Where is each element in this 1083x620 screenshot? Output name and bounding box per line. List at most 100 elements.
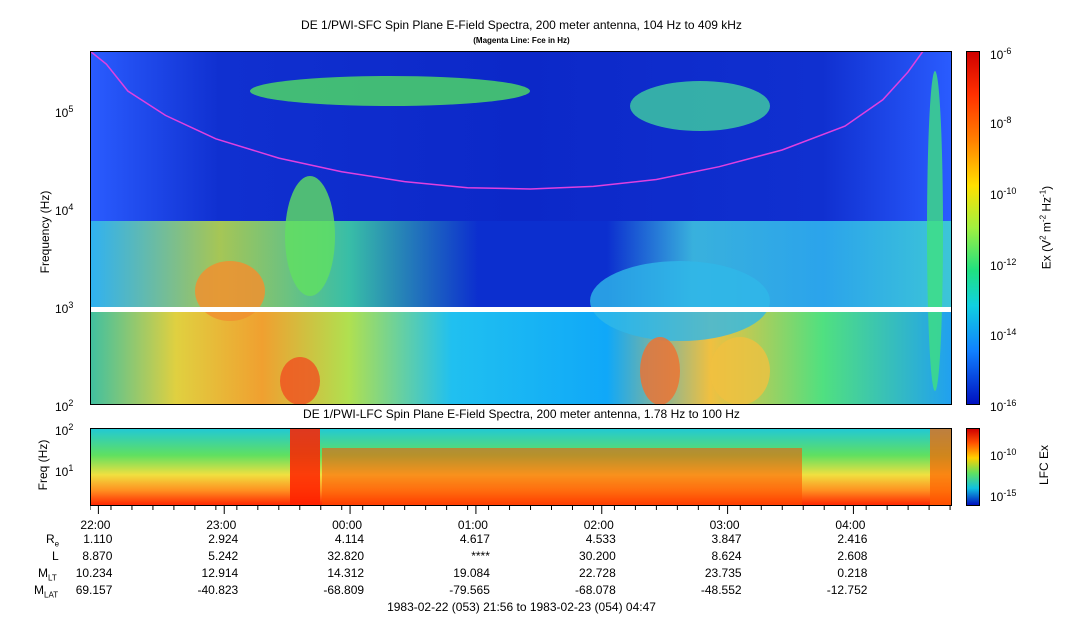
emission-patch [710, 337, 770, 405]
time-range-footer: 1983-02-22 (053) 21:56 to 1983-02-23 (05… [387, 600, 656, 614]
y-tick-exp: 2 [68, 422, 74, 432]
ephemeris-value: 8.870 [82, 549, 113, 563]
x-tick-label: 00:00 [332, 518, 363, 532]
y-tick-base: 10 [55, 204, 69, 218]
x-tick-label: 04:00 [835, 518, 866, 532]
ephemeris-value: -68.078 [575, 583, 616, 597]
ephemeris-value: -68.809 [323, 583, 365, 597]
top-y-axis-label: Frequency (Hz) [38, 190, 52, 274]
emission-patch [630, 81, 770, 131]
cb-label-sup: -1 [1038, 189, 1048, 197]
cb-label-sup: -2 [1038, 214, 1048, 223]
ephemeris-value: 19.084 [453, 566, 490, 580]
bottom-panel-title: DE 1/PWI-LFC Spin Plane E-Field Spectra,… [303, 407, 740, 421]
eph-name: M [38, 566, 48, 580]
x-tick-label: 03:00 [709, 518, 740, 532]
x-axis-ticks [90, 506, 951, 514]
y-tick-exp: 5 [68, 104, 74, 114]
eph-sub: LAT [44, 590, 59, 600]
y-tick-label: 103 [55, 300, 73, 316]
cb-label-part: m [1039, 222, 1054, 236]
y-tick-base: 10 [55, 400, 69, 414]
sfc-low-band [90, 307, 952, 405]
emission-patch [280, 357, 320, 405]
ephemeris-value: 4.617 [459, 532, 490, 546]
cb-label-sup: 2 [1038, 235, 1048, 240]
lfc-colorbar-label: LFC Ex [1037, 445, 1051, 486]
colorbar-tick-label: 10-6 [990, 46, 1011, 62]
ephemeris-value: 14.312 [327, 566, 365, 580]
ephemeris-value: **** [471, 549, 490, 563]
emission-patch [285, 176, 335, 296]
y-tick-label: 105 [55, 104, 73, 120]
cb-tick-base: 10 [990, 48, 1004, 62]
emission-patch [250, 76, 530, 106]
y-tick-exp: 1 [68, 463, 74, 473]
emission-patch [927, 71, 943, 391]
ephemeris-row-mlt: MLT 10.234 12.914 14.312 19.084 22.728 23.735… [0, 566, 1083, 582]
sfc-spectrogram [90, 51, 952, 405]
ephemeris-table: Re 1.110 2.924 4.114 4.617 4.533 3.847 2.416 L… [0, 532, 1083, 602]
ephemeris-value: 32.820 [327, 549, 365, 563]
cb-tick-base: 10 [990, 117, 1004, 131]
y-tick-base: 10 [55, 106, 69, 120]
eph-name: M [34, 583, 44, 597]
ephemeris-label: MLT [38, 566, 57, 582]
ephemeris-row-re: Re 1.110 2.924 4.114 4.617 4.533 3.847 2.416 [0, 532, 1083, 548]
cb-tick-exp: -10 [1003, 186, 1017, 196]
y-tick-base: 10 [55, 302, 69, 316]
ephemeris-value: 4.114 [334, 532, 365, 546]
x-axis-labels: 22:00 23:00 00:00 01:00 02:00 03:00 04:00 [80, 518, 952, 534]
fce-line [90, 51, 924, 190]
top-panel-subtitle: (Magenta Line: Fce in Hz) [473, 36, 570, 45]
y-tick-exp: 3 [68, 300, 74, 310]
colorbar-tick-label: 10-12 [990, 257, 1016, 273]
y-tick-label: 102 [55, 398, 73, 414]
cb-label-part: ) [1039, 185, 1054, 190]
y-tick-label: 104 [55, 202, 73, 218]
lfc-colorbar [966, 428, 980, 506]
cb-tick-exp: -14 [1003, 327, 1017, 337]
cb-label-part: Hz [1039, 196, 1054, 215]
ephemeris-label: Re [46, 532, 59, 548]
ephemeris-value: 1.110 [83, 532, 113, 546]
ephemeris-value: 2.416 [837, 532, 868, 546]
cb-tick-exp: -16 [1003, 398, 1017, 408]
ephemeris-value: 10.234 [75, 566, 113, 580]
emission-patch [195, 261, 265, 321]
cb-tick-exp: -8 [1003, 115, 1012, 125]
eph-sub: e [54, 539, 60, 549]
plot-frame [90, 428, 952, 506]
lfc-colorbar-tick-label: 10-10 [990, 447, 1016, 463]
ephemeris-value: 69.157 [75, 583, 113, 597]
emission-patch [640, 337, 680, 405]
ephemeris-value: 3.847 [711, 532, 742, 546]
cb-tick-exp: -6 [1003, 46, 1012, 56]
ephemeris-label: L [52, 549, 59, 563]
lfc-hot-region [930, 428, 952, 506]
x-tick-label: 22:00 [80, 518, 111, 532]
cb-tick-base: 10 [990, 449, 1004, 463]
ephemeris-value: -40.823 [197, 583, 239, 597]
eph-sub: LT [48, 573, 57, 583]
cb-tick-base: 10 [990, 188, 1004, 202]
ephemeris-value: 2.924 [208, 532, 239, 546]
x-tick-label: 23:00 [206, 518, 237, 532]
cb-label-part: Ex (V [1039, 239, 1054, 270]
colorbar-tick-label: 10-14 [990, 327, 1016, 343]
ephemeris-row-l: L 8.870 5.242 32.820 **** 30.200 8.624 2.608 [0, 549, 1083, 565]
lfc-y-tick-label: 102 [55, 422, 73, 438]
x-tick-label: 01:00 [457, 518, 488, 532]
ephemeris-value: -48.552 [700, 583, 742, 597]
x-tick-label: 02:00 [583, 518, 614, 532]
cb-tick-exp: -12 [1003, 257, 1017, 267]
emission-patch [590, 261, 770, 341]
cb-tick-base: 10 [990, 329, 1004, 343]
colorbar-tick-label: 10-16 [990, 398, 1016, 414]
ephemeris-value: 4.533 [585, 532, 616, 546]
ephemeris-row-mlat: MLAT 69.157 -40.823 -68.809 -79.565 -68.078 -… [0, 583, 1083, 599]
cb-tick-exp: -10 [1003, 447, 1017, 457]
eph-name: L [52, 549, 59, 563]
lfc-hot-region [290, 428, 320, 506]
lfc-hot-region [322, 448, 802, 506]
